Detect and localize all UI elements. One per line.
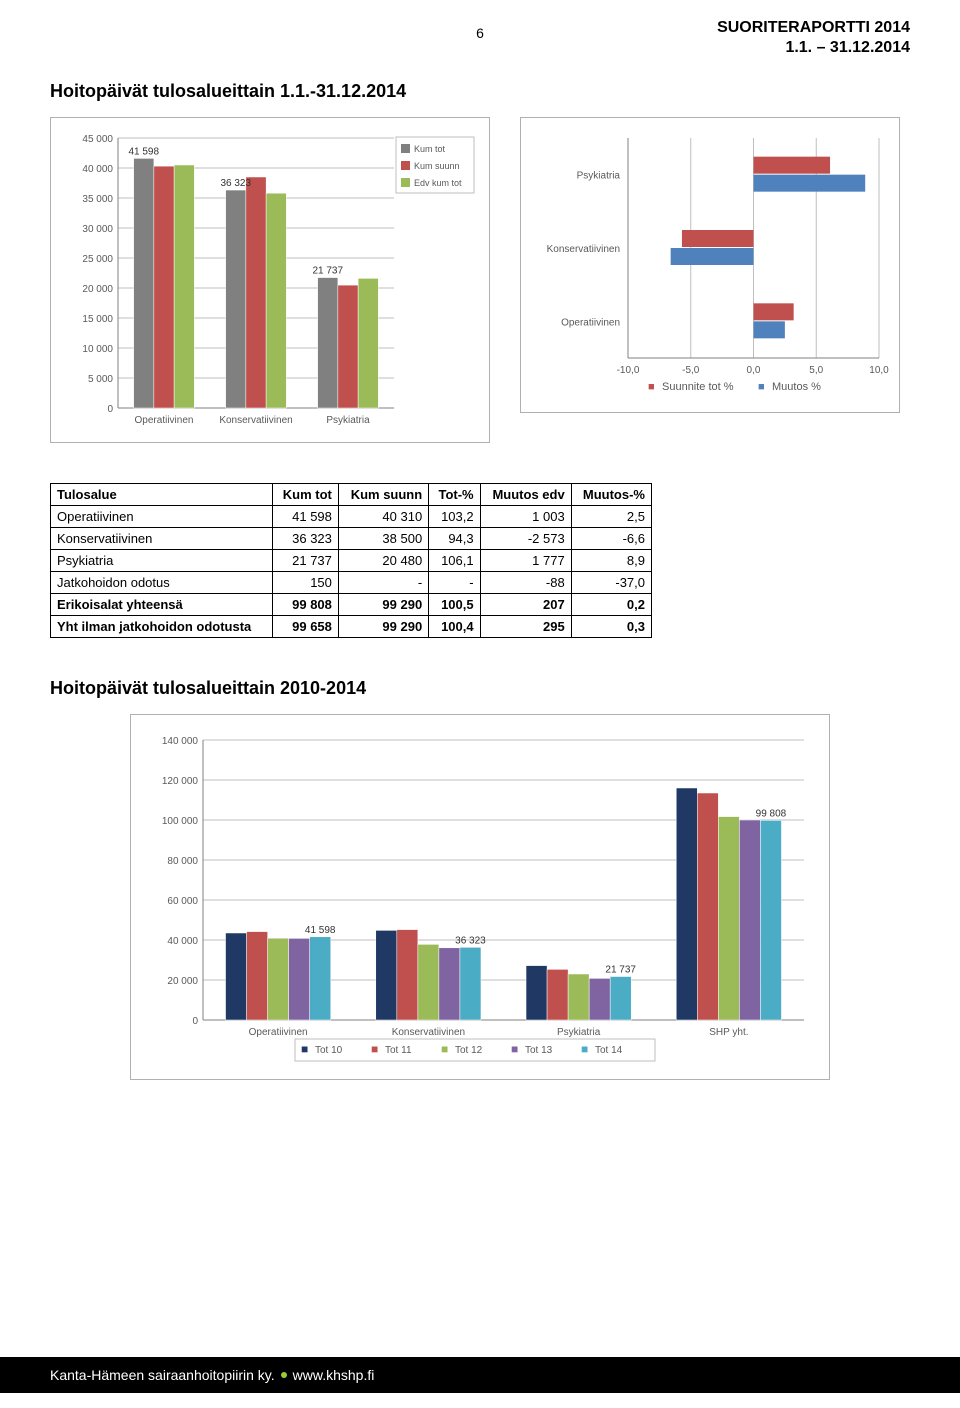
svg-text:41 598: 41 598 xyxy=(305,925,336,936)
svg-text:Psykiatria: Psykiatria xyxy=(577,171,621,182)
svg-text:■: ■ xyxy=(581,1042,588,1056)
svg-text:Kum suunn: Kum suunn xyxy=(414,161,460,171)
svg-text:Tot 12: Tot 12 xyxy=(455,1045,483,1056)
svg-text:25 000: 25 000 xyxy=(82,254,113,265)
svg-text:41 598: 41 598 xyxy=(128,146,159,157)
svg-text:■: ■ xyxy=(301,1042,308,1056)
table-header: Tot-% xyxy=(429,484,480,506)
svg-text:Psykiatria: Psykiatria xyxy=(326,415,370,426)
svg-text:30 000: 30 000 xyxy=(82,224,113,235)
table-header: Kum suunn xyxy=(338,484,428,506)
svg-text:Kum tot: Kum tot xyxy=(414,144,446,154)
section2-title: Hoitopäivät tulosalueittain 2010-2014 xyxy=(50,678,910,699)
svg-text:10,0: 10,0 xyxy=(869,365,889,376)
svg-text:-5,0: -5,0 xyxy=(682,365,700,376)
svg-text:140 000: 140 000 xyxy=(162,736,199,747)
svg-text:36 323: 36 323 xyxy=(455,935,486,946)
svg-text:SHP yht.: SHP yht. xyxy=(709,1027,748,1038)
section1-bar-chart: 0 5 000 10 000 15 000 20 000 25 000 30 000 35 0… xyxy=(63,128,479,438)
data-table: TulosalueKum totKum suunnTot-%Muutos edv… xyxy=(50,483,652,638)
section1-hbar-chart-panel: -10,0 -5,0 0,0 5,0 10,0 Psykiatria Konservatii… xyxy=(520,117,900,413)
svg-text:Operatiivinen: Operatiivinen xyxy=(561,317,620,328)
footer-url: www.khshp.fi xyxy=(293,1367,375,1383)
svg-text:21 737: 21 737 xyxy=(605,965,636,976)
table-header: Kum tot xyxy=(272,484,338,506)
svg-text:5 000: 5 000 xyxy=(88,374,113,385)
svg-text:Psykiatria: Psykiatria xyxy=(557,1027,601,1038)
svg-text:Konservatiivinen: Konservatiivinen xyxy=(219,415,292,426)
svg-text:Muutos %: Muutos % xyxy=(772,381,821,393)
svg-text:Konservatiivinen: Konservatiivinen xyxy=(547,244,620,255)
svg-text:100 000: 100 000 xyxy=(162,816,199,827)
table-header: Tulosalue xyxy=(51,484,273,506)
svg-text:Konservatiivinen: Konservatiivinen xyxy=(392,1027,465,1038)
svg-text:Suunnite tot %: Suunnite tot % xyxy=(662,381,734,393)
svg-text:0,0: 0,0 xyxy=(747,365,761,376)
svg-text:Tot 11: Tot 11 xyxy=(385,1045,412,1056)
svg-text:35 000: 35 000 xyxy=(82,194,113,205)
svg-text:0: 0 xyxy=(107,404,113,415)
table-row: Jatkohoidon odotus150---88-37,0 xyxy=(51,572,652,594)
svg-text:Tot 14: Tot 14 xyxy=(595,1045,623,1056)
svg-text:20 000: 20 000 xyxy=(82,284,113,295)
table-row: Psykiatria21 73720 480106,11 7778,9 xyxy=(51,550,652,572)
svg-text:60 000: 60 000 xyxy=(167,896,198,907)
svg-text:15 000: 15 000 xyxy=(82,314,113,325)
svg-text:36 323: 36 323 xyxy=(220,178,251,189)
svg-text:Operatiivinen: Operatiivinen xyxy=(249,1027,308,1038)
section1-bar-chart-panel: 0 5 000 10 000 15 000 20 000 25 000 30 000 35 0… xyxy=(50,117,490,443)
section1-title: Hoitopäivät tulosalueittain 1.1.-31.12.2… xyxy=(50,81,910,102)
table-header: Muutos edv xyxy=(480,484,571,506)
table-row: Yht ilman jatkohoidon odotusta99 65899 2… xyxy=(51,616,652,638)
section2-bar-chart-panel: 0 20 000 40 000 60 000 80 000 100 000 120 000 1… xyxy=(130,714,830,1080)
svg-text:■: ■ xyxy=(648,381,655,393)
svg-text:Edv kum tot: Edv kum tot xyxy=(414,178,462,188)
svg-text:Operatiivinen: Operatiivinen xyxy=(135,415,194,426)
header-dates: 1.1. – 31.12.2014 xyxy=(717,38,910,58)
svg-text:10 000: 10 000 xyxy=(82,344,113,355)
table-row: Erikoisalat yhteensä99 80899 290100,5207… xyxy=(51,594,652,616)
svg-text:■: ■ xyxy=(758,381,765,393)
svg-text:40 000: 40 000 xyxy=(82,164,113,175)
footer-org: Kanta-Hämeen sairaanhoitopiirin ky. xyxy=(50,1367,275,1383)
svg-text:Tot 10: Tot 10 xyxy=(315,1045,343,1056)
table-row: Operatiivinen41 59840 310103,21 0032,5 xyxy=(51,506,652,528)
footer-bar: Kanta-Hämeen sairaanhoitopiirin ky. www.… xyxy=(0,1357,960,1393)
table-header: Muutos-% xyxy=(571,484,651,506)
svg-text:45 000: 45 000 xyxy=(82,134,113,145)
svg-text:80 000: 80 000 xyxy=(167,856,198,867)
svg-text:-10,0: -10,0 xyxy=(617,365,640,376)
svg-text:■: ■ xyxy=(441,1042,448,1056)
report-header: SUORITERAPORTTI 2014 1.1. – 31.12.2014 xyxy=(717,18,910,58)
section1-hbar-chart: -10,0 -5,0 0,0 5,0 10,0 Psykiatria Konservatii… xyxy=(533,128,889,408)
svg-text:■: ■ xyxy=(371,1042,378,1056)
svg-text:21 737: 21 737 xyxy=(312,266,343,277)
footer-dot-icon xyxy=(281,1372,287,1378)
svg-text:5,0: 5,0 xyxy=(809,365,823,376)
svg-text:Tot 13: Tot 13 xyxy=(525,1045,553,1056)
header-title: SUORITERAPORTTI 2014 xyxy=(717,18,910,38)
svg-text:99 808: 99 808 xyxy=(756,808,787,819)
section2-bar-chart: 0 20 000 40 000 60 000 80 000 100 000 120 000 1… xyxy=(143,725,819,1075)
svg-text:20 000: 20 000 xyxy=(167,976,198,987)
table-row: Konservatiivinen36 32338 50094,3-2 573-6… xyxy=(51,528,652,550)
svg-text:0: 0 xyxy=(192,1016,198,1027)
svg-text:120 000: 120 000 xyxy=(162,776,199,787)
svg-text:■: ■ xyxy=(511,1042,518,1056)
svg-text:40 000: 40 000 xyxy=(167,936,198,947)
